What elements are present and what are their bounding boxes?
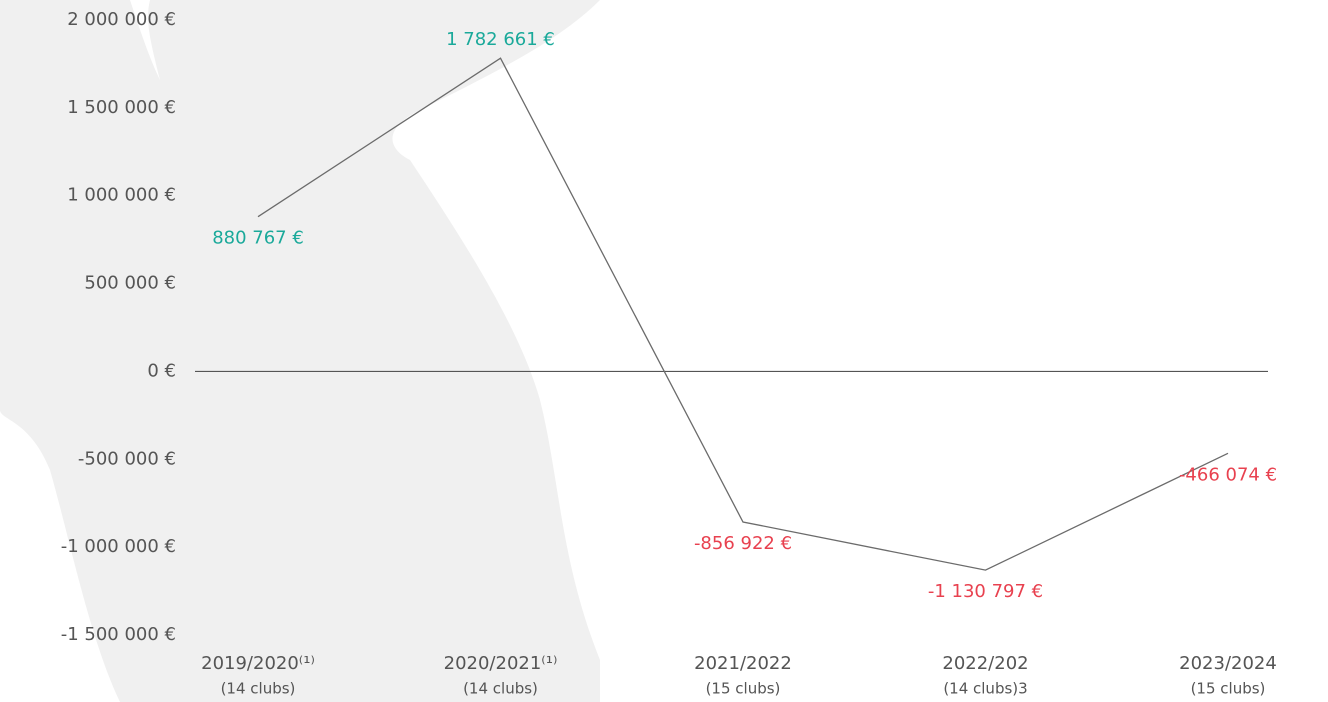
y-tick-label: -500 000 € (78, 448, 176, 469)
value-label: -856 922 € (694, 533, 792, 554)
y-tick-label: 1 000 000 € (67, 185, 176, 206)
x-tick-label: 2020/2021⁽¹⁾ (444, 653, 558, 674)
y-tick-label: 500 000 € (84, 273, 176, 294)
value-label: 880 767 € (212, 228, 304, 249)
y-tick-label: -1 000 000 € (61, 536, 176, 557)
x-tick-label: 2019/2020⁽¹⁾ (201, 653, 315, 674)
x-tick-sublabel: (15 clubs) (706, 680, 781, 698)
x-tick-sublabel: (14 clubs)3 (943, 680, 1027, 698)
x-tick-sublabel: (14 clubs) (463, 680, 538, 698)
x-tick-sublabel: (15 clubs) (1191, 680, 1266, 698)
x-tick-label: 2022/202 (942, 653, 1028, 674)
value-label: -1 130 797 € (928, 581, 1043, 602)
background-shape (0, 0, 600, 702)
y-tick-label: -1 500 000 € (61, 624, 176, 645)
x-tick-sublabel: (14 clubs) (221, 680, 296, 698)
value-label: 1 782 661 € (446, 29, 555, 50)
line (257, 57, 1229, 571)
value-label: -466 074 € (1179, 464, 1277, 485)
x-tick-label: 2023/2024 (1179, 653, 1277, 674)
y-tick-label: 1 500 000 € (67, 97, 176, 118)
y-tick-label: 2 000 000 € (67, 9, 176, 30)
x-tick-label: 2021/2022 (694, 653, 792, 674)
y-tick-label: 0 € (147, 360, 176, 381)
